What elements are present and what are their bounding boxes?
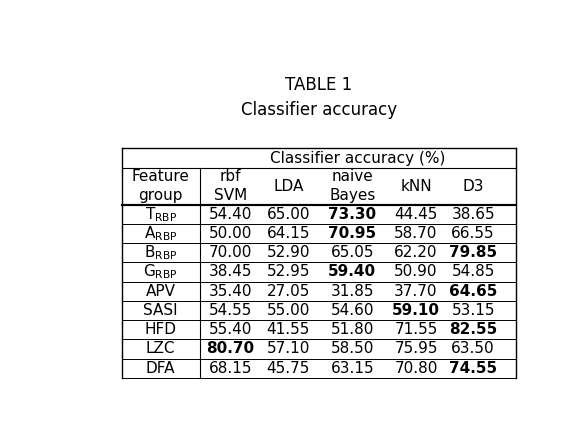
Text: 68.15: 68.15 [209,361,252,376]
Text: APV: APV [146,284,176,299]
Text: naive: naive [331,169,373,184]
Text: 55.00: 55.00 [266,303,310,318]
Text: SASI: SASI [143,303,178,318]
Text: SVM: SVM [213,188,247,203]
Text: 71.55: 71.55 [394,322,438,337]
Text: 54.85: 54.85 [451,264,495,280]
Text: 53.15: 53.15 [451,303,495,318]
Text: 38.65: 38.65 [451,206,495,222]
Text: 41.55: 41.55 [266,322,310,337]
Text: 74.55: 74.55 [449,361,497,376]
Text: 35.40: 35.40 [209,284,252,299]
Text: group: group [139,188,183,203]
Text: $\mathregular{B}_{\mathregular{RBP}}$: $\mathregular{B}_{\mathregular{RBP}}$ [144,243,177,262]
Text: 38.45: 38.45 [209,264,252,280]
Text: TABLE 1: TABLE 1 [285,76,352,94]
Text: 59.10: 59.10 [392,303,440,318]
Text: 70.00: 70.00 [209,245,252,260]
Text: 51.80: 51.80 [331,322,374,337]
Text: 54.40: 54.40 [209,206,252,222]
Text: HFD: HFD [144,322,177,337]
Text: 58.70: 58.70 [394,226,438,241]
Text: 44.45: 44.45 [394,206,438,222]
Text: 82.55: 82.55 [449,322,497,337]
Text: 31.85: 31.85 [331,284,374,299]
Text: 65.00: 65.00 [266,206,310,222]
Text: kNN: kNN [400,179,432,194]
Text: LZC: LZC [146,341,176,356]
Text: 27.05: 27.05 [266,284,310,299]
Text: 64.15: 64.15 [266,226,310,241]
Text: 62.20: 62.20 [394,245,438,260]
Text: 50.90: 50.90 [394,264,438,280]
Text: 54.60: 54.60 [331,303,374,318]
Text: D3: D3 [462,179,484,194]
Text: rbf: rbf [220,169,241,184]
Text: 54.55: 54.55 [209,303,252,318]
Text: $\mathregular{G}_{\mathregular{RBP}}$: $\mathregular{G}_{\mathregular{RBP}}$ [143,263,178,281]
Text: $\mathregular{T}_{\mathregular{RBP}}$: $\mathregular{T}_{\mathregular{RBP}}$ [144,205,177,223]
Text: 52.90: 52.90 [266,245,310,260]
Text: Classifier accuracy: Classifier accuracy [240,101,397,119]
Text: 79.85: 79.85 [449,245,497,260]
Text: Bayes: Bayes [329,188,375,203]
Text: $\mathregular{A}_{\mathregular{RBP}}$: $\mathregular{A}_{\mathregular{RBP}}$ [144,224,177,243]
Text: 75.95: 75.95 [394,341,438,356]
Text: 59.40: 59.40 [328,264,376,280]
Text: 64.65: 64.65 [449,284,497,299]
Text: 66.55: 66.55 [451,226,495,241]
Text: 50.00: 50.00 [209,226,252,241]
Text: 37.70: 37.70 [394,284,438,299]
Text: 63.50: 63.50 [451,341,495,356]
Text: 57.10: 57.10 [266,341,310,356]
Text: 55.40: 55.40 [209,322,252,337]
Text: 70.95: 70.95 [328,226,376,241]
Text: 45.75: 45.75 [266,361,310,376]
Text: LDA: LDA [273,179,303,194]
Text: 65.05: 65.05 [331,245,374,260]
Text: 63.15: 63.15 [331,361,374,376]
Text: 80.70: 80.70 [206,341,254,356]
Text: Classifier accuracy (%): Classifier accuracy (%) [270,151,446,165]
Text: 73.30: 73.30 [328,206,376,222]
Text: 58.50: 58.50 [331,341,374,356]
Text: 52.95: 52.95 [266,264,310,280]
Text: 70.80: 70.80 [394,361,438,376]
Text: Feature: Feature [132,169,190,184]
Text: DFA: DFA [146,361,176,376]
